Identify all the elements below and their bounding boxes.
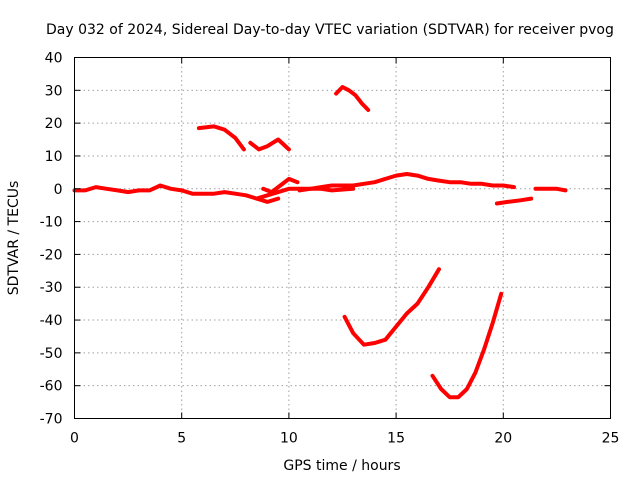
y-tick-label: -50 [40, 346, 63, 362]
y-tick-label: -40 [40, 313, 63, 329]
x-tick-label: 5 [177, 431, 186, 447]
series-layer [72, 85, 568, 400]
series-line-arc-bump [261, 176, 300, 195]
y-tick-label: -30 [40, 280, 63, 296]
series-line-dip-47 [342, 267, 441, 347]
x-axis-label: GPS time / hours [283, 458, 400, 474]
x-tick-label: 10 [280, 431, 298, 447]
y-tick-label: -20 [40, 247, 63, 263]
grid-layer [74, 57, 611, 419]
series-line-tail [533, 186, 568, 193]
x-tick-label: 15 [387, 431, 405, 447]
y-tick-label: 40 [45, 51, 63, 67]
series-line-dip-64 [430, 291, 504, 400]
series-line-dip-short [494, 196, 534, 206]
chart-title: Day 032 of 2024, Sidereal Day-to-day VTE… [46, 22, 614, 38]
series-line-flat-0 [297, 186, 356, 193]
y-tick-label: 10 [45, 149, 63, 165]
y-tick-label: 0 [54, 182, 63, 198]
tick-layer: 0 5 10 15 20 25 -70 -60 -50 -40 -30 -20 -10 0 10 20 30 40 [40, 51, 620, 447]
plot-frame [74, 57, 611, 419]
y-tick-label: -70 [40, 412, 63, 428]
series-line-arc-29 [334, 85, 371, 112]
series-line-arc-13 [248, 137, 291, 152]
series-line-baseline-a [72, 183, 281, 204]
y-tick-label: -60 [40, 379, 63, 395]
x-tick-label: 0 [70, 431, 79, 447]
series-line-arc-16 [196, 124, 246, 152]
y-tick-label: 20 [45, 116, 63, 132]
y-tick-label: -10 [40, 215, 63, 231]
x-tick-label: 20 [494, 431, 512, 447]
series-line-baseline-b [254, 172, 516, 201]
x-tick-label: 25 [602, 431, 620, 447]
y-axis-label: SDTVAR / TECUs [6, 181, 22, 296]
y-tick-label: 30 [45, 83, 63, 99]
